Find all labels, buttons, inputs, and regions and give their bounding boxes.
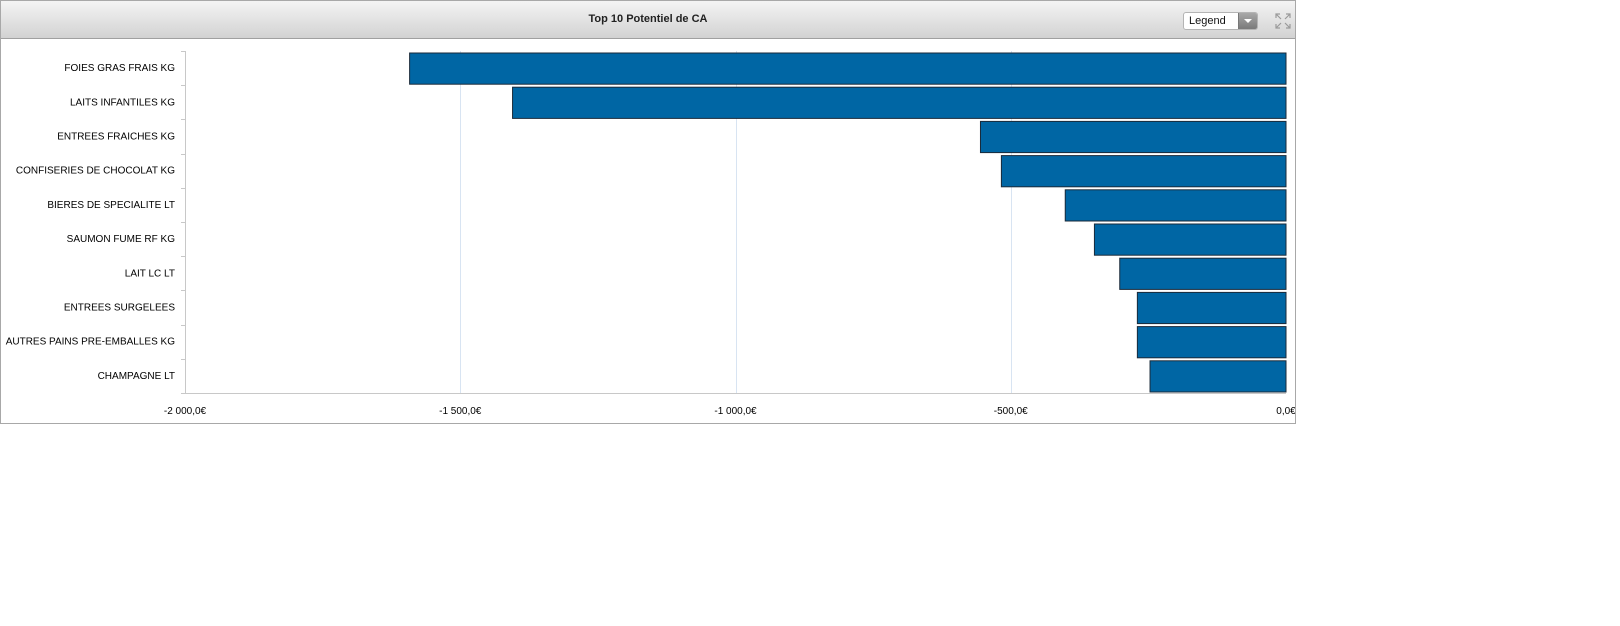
bar-chart: FOIES GRAS FRAIS KG LAITS INFANTILES KG EN… xyxy=(6,51,1295,417)
bar xyxy=(1093,223,1287,256)
x-tick-label: -1 000,0€ xyxy=(714,406,757,417)
legend-dropdown-value: Legend xyxy=(1189,15,1226,27)
category-label: CHAMPAGNE LT xyxy=(98,371,175,382)
x-tick-label: -500,0€ xyxy=(994,406,1028,417)
chart-panel: Top 10 Potentiel de CA Legend FOIES GRAS… xyxy=(0,0,1296,424)
category-label: CONFISERIES DE CHOCOLAT KG xyxy=(16,166,175,177)
bar xyxy=(1119,257,1287,290)
category-label: SAUMON FUME RF KG xyxy=(67,234,176,245)
bar xyxy=(1064,189,1287,222)
legend-dropdown[interactable]: Legend xyxy=(1183,12,1258,30)
category-label: ENTREES FRAICHES KG xyxy=(57,132,175,143)
chart-title: Top 10 Potentiel de CA xyxy=(588,13,708,25)
bar xyxy=(979,120,1287,154)
expand-icon[interactable] xyxy=(1275,13,1291,29)
bar xyxy=(512,86,1287,119)
category-label: LAITS INFANTILES KG xyxy=(70,97,175,108)
x-tick-label: -1 500,0€ xyxy=(439,406,482,417)
category-label: ENTREES SURGELEES xyxy=(64,303,175,314)
category-label: AUTRES PAINS PRE-EMBALLES KG xyxy=(6,337,176,348)
bar xyxy=(1149,360,1287,393)
category-label: FOIES GRAS FRAIS KG xyxy=(64,63,175,74)
chevron-down-icon[interactable] xyxy=(1238,13,1257,29)
category-label: BIERES DE SPECIALITE LT xyxy=(47,200,175,211)
bar xyxy=(1136,326,1287,359)
category-label: LAIT LC LT xyxy=(125,268,175,279)
bar xyxy=(1136,291,1287,325)
x-tick-label: 0,0€ xyxy=(1276,406,1295,417)
x-tick-label: -2 000,0€ xyxy=(164,406,207,417)
panel-header: Top 10 Potentiel de CA Legend xyxy=(1,1,1295,39)
bar xyxy=(1000,155,1287,188)
bar xyxy=(409,52,1287,85)
